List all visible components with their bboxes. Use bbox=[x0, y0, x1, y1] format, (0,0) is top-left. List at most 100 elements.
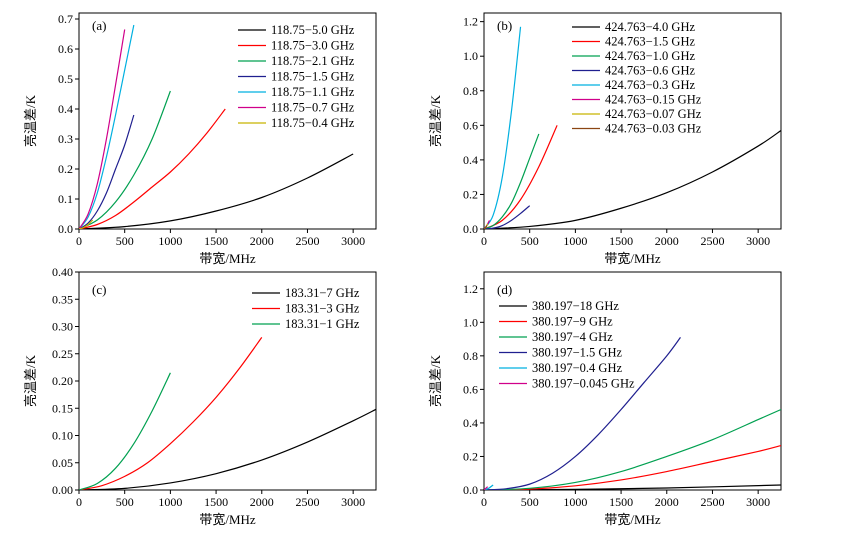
panel-d: 0 500 1000 1500 2000 2500 3000 0.0 0.2 0.4 0.6 0.8 1… bbox=[428, 271, 782, 527]
y-tick-label: 0.2 bbox=[463, 449, 478, 463]
y-tick-label: 0.20 bbox=[52, 374, 73, 388]
y-tick-label: 0.00 bbox=[52, 483, 73, 497]
panel-label: (c) bbox=[92, 282, 106, 297]
y-tick-label: 0.30 bbox=[52, 320, 73, 334]
plot-frame bbox=[483, 271, 782, 491]
series-line bbox=[79, 153, 354, 229]
panel-label: (a) bbox=[92, 18, 106, 33]
series-line bbox=[484, 486, 489, 490]
x-tick-label: 500 bbox=[521, 495, 539, 509]
y-axis-label: 亮温差/K bbox=[428, 354, 443, 407]
y-tick-label: 0.3 bbox=[58, 132, 73, 146]
legend-entry: 118.75−0.4 GHz bbox=[271, 116, 355, 130]
x-tick-label: 1000 bbox=[158, 495, 182, 509]
x-tick-label: 2500 bbox=[700, 234, 724, 248]
legend-entry: 380.197−0.4 GHz bbox=[532, 361, 622, 375]
x-tick-label: 3000 bbox=[341, 495, 365, 509]
legend-entry: 183.31−1 GHz bbox=[285, 317, 360, 331]
panel-a: 0 500 1000 1500 2000 2500 3000 0.0 0.1 0.2 0.3 0.4 0… bbox=[23, 12, 377, 266]
y-tick-label: 0.6 bbox=[58, 42, 73, 56]
legend-entry: 380.197−1.5 GHz bbox=[532, 346, 622, 360]
y-tick-label: 0.4 bbox=[463, 416, 478, 430]
series-line bbox=[79, 337, 263, 490]
x-tick-label: 1000 bbox=[158, 234, 182, 248]
y-tick-label: 0.0 bbox=[463, 483, 478, 497]
x-tick-label: 0 bbox=[76, 495, 82, 509]
legend-entry: 380.197−4 GHz bbox=[532, 330, 613, 344]
legend-entry: 380.197−0.045 GHz bbox=[532, 377, 635, 391]
legend-entry: 424.763−0.07 GHz bbox=[605, 107, 702, 121]
legend-entry: 118.75−2.1 GHz bbox=[271, 54, 355, 68]
x-tick-label: 2500 bbox=[295, 234, 319, 248]
panel-label: (b) bbox=[497, 18, 512, 33]
y-axis-label: 亮温差/K bbox=[23, 354, 38, 407]
x-tick-label: 1500 bbox=[609, 495, 633, 509]
series-line bbox=[484, 337, 681, 490]
y-tick-label: 0.5 bbox=[58, 72, 73, 86]
y-tick-label: 0.7 bbox=[58, 12, 73, 26]
legend-entry: 424.763−0.15 GHz bbox=[605, 93, 702, 107]
legend-entry: 424.763−0.6 GHz bbox=[605, 64, 695, 78]
series-line bbox=[79, 29, 126, 229]
series-line bbox=[484, 444, 781, 490]
legend-entry: 183.31−7 GHz bbox=[285, 286, 360, 300]
y-tick-label: 0.1 bbox=[58, 192, 73, 206]
y-tick-label: 1.0 bbox=[463, 49, 478, 63]
series-line bbox=[484, 130, 781, 229]
x-tick-label: 500 bbox=[116, 495, 134, 509]
x-axis-label: 带宽/MHz bbox=[604, 512, 661, 527]
y-tick-label: 0.0 bbox=[58, 222, 73, 236]
y-axis-label: 亮温差/K bbox=[428, 94, 443, 147]
panel-b: 0 500 1000 1500 2000 2500 3000 0.0 0.2 0.4 0.6 0.8 1… bbox=[428, 12, 782, 266]
x-tick-label: 1000 bbox=[563, 495, 587, 509]
x-tick-label: 500 bbox=[116, 234, 134, 248]
x-axis-label: 带宽/MHz bbox=[199, 251, 256, 266]
x-tick-label: 3000 bbox=[746, 234, 770, 248]
legend-entry: 118.75−3.0 GHz bbox=[271, 39, 355, 53]
legend-entry: 118.75−5.0 GHz bbox=[271, 23, 355, 37]
legend-entry: 424.763−1.0 GHz bbox=[605, 49, 695, 63]
x-tick-label: 2500 bbox=[700, 495, 724, 509]
series-line bbox=[484, 225, 488, 229]
y-tick-label: 0.10 bbox=[52, 429, 73, 443]
y-tick-label: 0.2 bbox=[58, 162, 73, 176]
series-line bbox=[484, 26, 522, 229]
legend-entry: 380.197−18 GHz bbox=[532, 299, 619, 313]
x-tick-label: 500 bbox=[521, 234, 539, 248]
series-line bbox=[79, 372, 171, 490]
x-tick-label: 2000 bbox=[655, 495, 679, 509]
x-tick-label: 2000 bbox=[250, 495, 274, 509]
x-tick-label: 3000 bbox=[341, 234, 365, 248]
x-axis-label: 带宽/MHz bbox=[199, 512, 256, 527]
series-line bbox=[484, 133, 540, 229]
plot-frame bbox=[483, 12, 782, 230]
legend-entry: 424.763−4.0 GHz bbox=[605, 20, 695, 34]
series-line bbox=[79, 219, 94, 229]
x-tick-label: 1500 bbox=[204, 234, 228, 248]
y-tick-label: 0.0 bbox=[463, 222, 478, 236]
legend-entry: 424.763−0.3 GHz bbox=[605, 78, 695, 92]
y-tick-label: 1.2 bbox=[463, 15, 478, 29]
plot-frame bbox=[78, 12, 377, 230]
legend-entry: 183.31−3 GHz bbox=[285, 302, 360, 316]
x-tick-label: 0 bbox=[481, 234, 487, 248]
series-line bbox=[484, 205, 531, 229]
x-tick-label: 0 bbox=[481, 495, 487, 509]
x-tick-label: 1000 bbox=[563, 234, 587, 248]
x-axis-label: 带宽/MHz bbox=[604, 251, 661, 266]
series-line bbox=[79, 90, 171, 229]
x-tick-label: 1500 bbox=[609, 234, 633, 248]
panel-c: 0 500 1000 1500 2000 2500 3000 0.00 0.05 0.10 0.15… bbox=[23, 265, 377, 527]
x-tick-label: 1500 bbox=[204, 495, 228, 509]
y-tick-label: 0.8 bbox=[463, 84, 478, 98]
y-tick-label: 1.0 bbox=[463, 315, 478, 329]
y-tick-label: 0.2 bbox=[463, 187, 478, 201]
x-tick-label: 2000 bbox=[250, 234, 274, 248]
y-tick-label: 0.05 bbox=[52, 456, 73, 470]
series-line bbox=[484, 125, 558, 229]
series-line bbox=[484, 408, 781, 490]
y-tick-label: 0.35 bbox=[52, 292, 73, 306]
x-tick-label: 2000 bbox=[655, 234, 679, 248]
x-tick-label: 3000 bbox=[746, 495, 770, 509]
